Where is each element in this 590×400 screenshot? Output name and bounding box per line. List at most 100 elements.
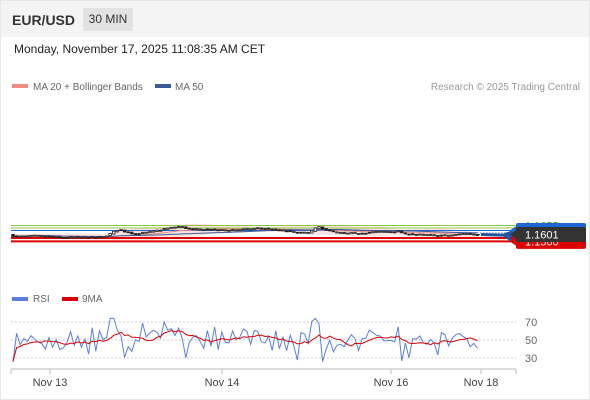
candle-body [378, 230, 382, 233]
candle-body [101, 235, 105, 238]
candle-body [464, 233, 469, 235]
candle-body [50, 235, 55, 238]
candle-body [360, 232, 364, 235]
research-credit: Research © 2025 Trading Central [431, 82, 580, 93]
current-price-tag-pointer [510, 229, 517, 240]
candle-body [248, 228, 253, 231]
candle-body [295, 231, 300, 234]
candle-body [173, 226, 177, 229]
candle-body [144, 231, 148, 234]
candle-body [475, 234, 480, 236]
candle-body [450, 234, 454, 237]
candle-body [256, 227, 260, 230]
candle-body [90, 236, 94, 239]
candle-body [284, 230, 289, 233]
rsi-ma-legend-label: 9MA [82, 294, 103, 305]
rsi-line [12, 317, 478, 362]
chart-header: EUR/USD 30 MIN [1, 1, 589, 37]
candle-body [382, 230, 386, 233]
candle-body [371, 231, 375, 234]
candle-body [403, 232, 408, 235]
candle-body [396, 230, 400, 233]
candle-body [54, 235, 58, 238]
candle-body [115, 230, 120, 233]
candle-body [421, 233, 426, 236]
candle-body [320, 226, 325, 230]
candle-body [72, 236, 76, 239]
candle-body [130, 231, 134, 235]
candle-body [288, 230, 292, 233]
candle-body [108, 232, 112, 236]
candle-body [176, 226, 181, 228]
candle-body [40, 235, 44, 237]
candle-body [238, 229, 242, 232]
rsi-ma-legend-swatch [62, 297, 78, 301]
candle-body [436, 235, 440, 237]
candle-body [356, 233, 361, 235]
rsi-legend-label: RSI [33, 294, 50, 305]
candle-body [198, 228, 202, 231]
candle-body [155, 229, 159, 232]
candle-body [439, 234, 444, 237]
candle-body [169, 226, 174, 229]
candle-body [266, 227, 271, 230]
candle-body [335, 231, 339, 234]
candle-body [14, 235, 19, 238]
candle-body [259, 227, 264, 230]
candle-body [191, 228, 195, 231]
candle-body [457, 233, 462, 236]
candle-body [313, 227, 318, 232]
candle-body [223, 229, 228, 232]
candle-body [43, 235, 48, 238]
candle-body [32, 234, 37, 237]
candle-body [349, 232, 354, 235]
candle-body [76, 236, 80, 238]
candle-body [11, 233, 15, 237]
candle-body [216, 229, 220, 232]
candle-body [241, 228, 246, 231]
ma50-line [12, 228, 478, 238]
candle-body [112, 230, 116, 235]
candle-body [151, 230, 156, 233]
candle-body [274, 228, 278, 231]
x-tick-label: Nov 18 [464, 377, 499, 389]
rsi-tick-label: 30 [525, 353, 537, 365]
candle-body [18, 235, 22, 238]
candle-body [220, 229, 224, 231]
candle-body [68, 236, 73, 239]
candle-body [299, 231, 303, 234]
ma50-legend-label: MA 50 [175, 82, 204, 93]
candle-body [97, 236, 102, 238]
candle-body [58, 236, 62, 238]
candle-body [234, 229, 238, 232]
candle-body [65, 237, 69, 239]
timeframe-badge[interactable]: 30 MIN [83, 8, 133, 31]
candle-body [443, 234, 447, 237]
candle-body [212, 228, 217, 231]
candle-body [187, 227, 192, 230]
candle-body [310, 230, 314, 234]
candle-body [425, 234, 429, 237]
candle-body [263, 228, 267, 230]
candle-body [418, 233, 422, 236]
bollinger-legend-label: MA 20 + Bollinger Bands [33, 82, 143, 93]
candle-body [324, 228, 328, 231]
candle-body [389, 231, 393, 234]
candle-body [374, 231, 379, 233]
candle-body [194, 228, 199, 231]
x-tick-label: Nov 14 [205, 377, 240, 389]
candle-body [414, 234, 418, 236]
candle-body [432, 234, 436, 237]
candle-body [331, 230, 336, 233]
candle-body [338, 232, 343, 234]
timestamp-label: Monday, November 17, 2025 11:08:35 AM CE… [14, 42, 266, 56]
candle-body [306, 232, 310, 234]
x-tick-label: Nov 13 [33, 377, 68, 389]
candle-body [446, 234, 451, 237]
x-tick-label: Nov 16 [374, 377, 409, 389]
level-tag-pointer [510, 236, 517, 247]
candle-body [47, 235, 51, 238]
rsi-ma-line [12, 329, 478, 362]
